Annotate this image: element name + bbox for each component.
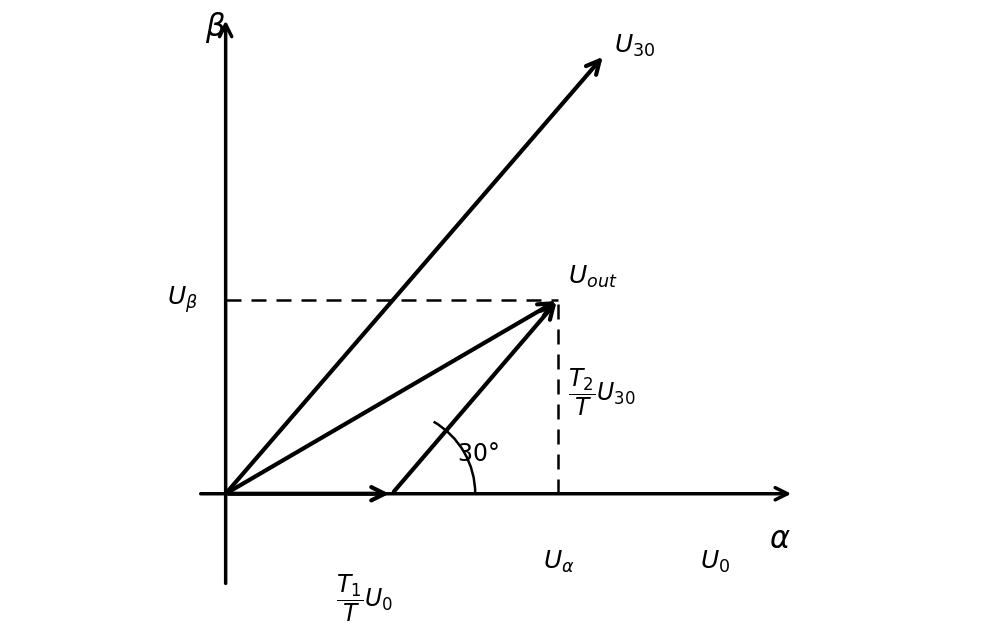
Text: $\alpha$: $\alpha$	[770, 525, 791, 554]
Text: $\dfrac{T_1}{T}U_0$: $\dfrac{T_1}{T}U_0$	[335, 573, 393, 624]
Text: $U_{\alpha}$: $U_{\alpha}$	[543, 549, 574, 575]
Text: $U_{0}$: $U_{0}$	[700, 549, 731, 575]
Text: $U_{\beta}$: $U_{\beta}$	[167, 284, 198, 315]
Text: $\dfrac{T_2}{T}U_{30}$: $\dfrac{T_2}{T}U_{30}$	[567, 367, 636, 418]
Text: $30°$: $30°$	[456, 442, 498, 466]
Text: $U_{out}$: $U_{out}$	[567, 264, 617, 291]
Text: $\beta$: $\beta$	[205, 11, 225, 46]
Text: $U_{30}$: $U_{30}$	[614, 32, 655, 59]
